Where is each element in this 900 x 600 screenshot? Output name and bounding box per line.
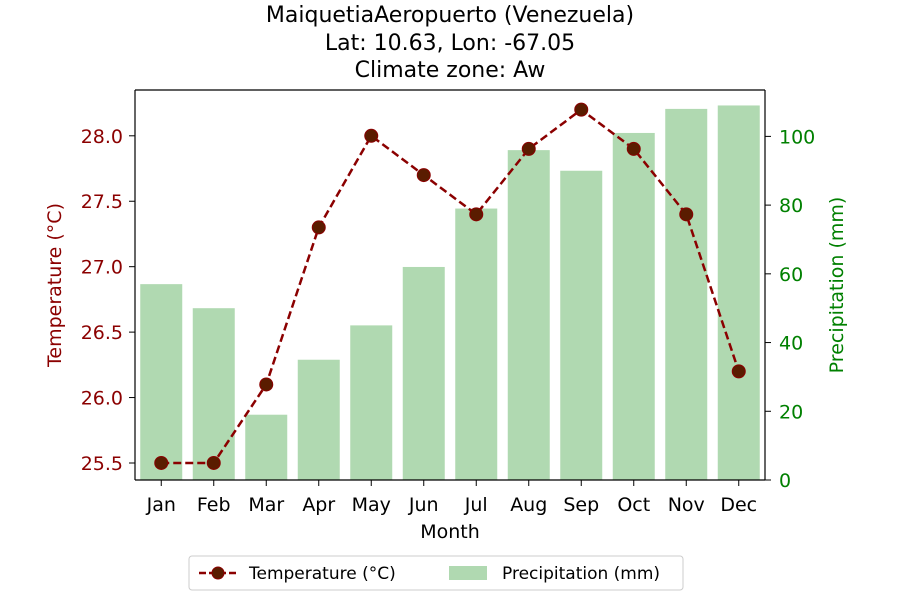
temperature-line-path	[161, 108, 740, 465]
right-tick-label: 100	[779, 126, 815, 148]
precipitation-bar	[402, 266, 445, 480]
temperature-line	[154, 102, 746, 470]
x-tick-label: Nov	[668, 494, 705, 516]
legend-precipitation-label: Precipitation (mm)	[502, 564, 660, 584]
legend-frame	[188, 555, 684, 591]
right-tick-label: 80	[779, 195, 803, 217]
right-tick-label: 20	[779, 401, 803, 423]
chart-title: MaiquetiaAeropuerto (Venezuela) Lat: 10.…	[266, 3, 634, 83]
left-tick-label: 28.0	[81, 126, 123, 148]
x-tick-label: Feb	[197, 494, 231, 516]
precipitation-bar	[297, 359, 340, 480]
x-tick-label: Jan	[146, 494, 176, 516]
right-tick-label: 0	[779, 470, 791, 492]
left-tick-label: 25.5	[81, 453, 123, 475]
legend: Temperature (°C) Precipitation (mm)	[188, 555, 684, 591]
temperature-point	[364, 128, 379, 143]
x-tick-label: Jul	[464, 494, 488, 516]
temperature-point	[679, 207, 694, 222]
right-tick-label: 60	[779, 264, 803, 286]
x-axis-label: Month	[420, 521, 480, 543]
left-tick-label: 27.0	[81, 257, 123, 279]
x-tick-label: Sep	[563, 494, 599, 516]
precipitation-bar	[245, 414, 288, 480]
temperature-point	[626, 141, 641, 156]
temperature-point	[469, 207, 484, 222]
axes: Jan Feb Mar Apr May Jun Jul Aug Sep Oct Nov Dec 25.5…	[81, 89, 815, 516]
x-tick-label: Oct	[617, 494, 650, 516]
left-tick-label: 26.5	[81, 322, 123, 344]
precipitation-bar	[665, 108, 708, 480]
left-tick-label: 27.5	[81, 191, 123, 213]
precipitation-bar	[455, 208, 498, 480]
precipitation-bar	[612, 132, 655, 480]
precipitation-bar	[192, 308, 235, 480]
x-tick-label: Aug	[510, 494, 547, 516]
x-tick-label: Mar	[248, 494, 284, 516]
precipitation-bar	[717, 105, 760, 480]
temperature-point	[154, 455, 169, 470]
temperature-point	[731, 364, 746, 379]
right-tick-label: 40	[779, 333, 803, 355]
precipitation-bar	[140, 284, 183, 480]
temperature-point	[206, 455, 221, 470]
left-tick-label: 26.0	[81, 388, 123, 410]
temperature-point	[416, 168, 431, 183]
legend-precipitation-swatch	[449, 566, 487, 580]
precipitation-bar	[507, 150, 550, 481]
x-tick-label: Jun	[408, 494, 439, 516]
temperature-point	[521, 141, 536, 156]
x-tick-label: Apr	[302, 494, 335, 516]
precipitation-bar	[560, 170, 603, 480]
x-tick-label: May	[352, 494, 391, 516]
title-line-1: MaiquetiaAeropuerto (Venezuela)	[266, 3, 634, 28]
temperature-point	[259, 377, 274, 392]
temperature-point	[574, 102, 589, 117]
precipitation-bar	[350, 325, 393, 480]
legend-temperature-label: Temperature (°C)	[248, 564, 396, 584]
precipitation-bars	[140, 105, 760, 481]
temperature-point	[311, 220, 326, 235]
legend-temperature-marker	[211, 566, 225, 580]
left-axis-label: Temperature (°C)	[44, 203, 66, 368]
x-tick-label: Dec	[720, 494, 757, 516]
right-axis-label: Precipitation (mm)	[826, 197, 848, 374]
title-line-2: Lat: 10.63, Lon: -67.05	[325, 31, 575, 56]
title-line-3: Climate zone: Aw	[355, 58, 546, 83]
